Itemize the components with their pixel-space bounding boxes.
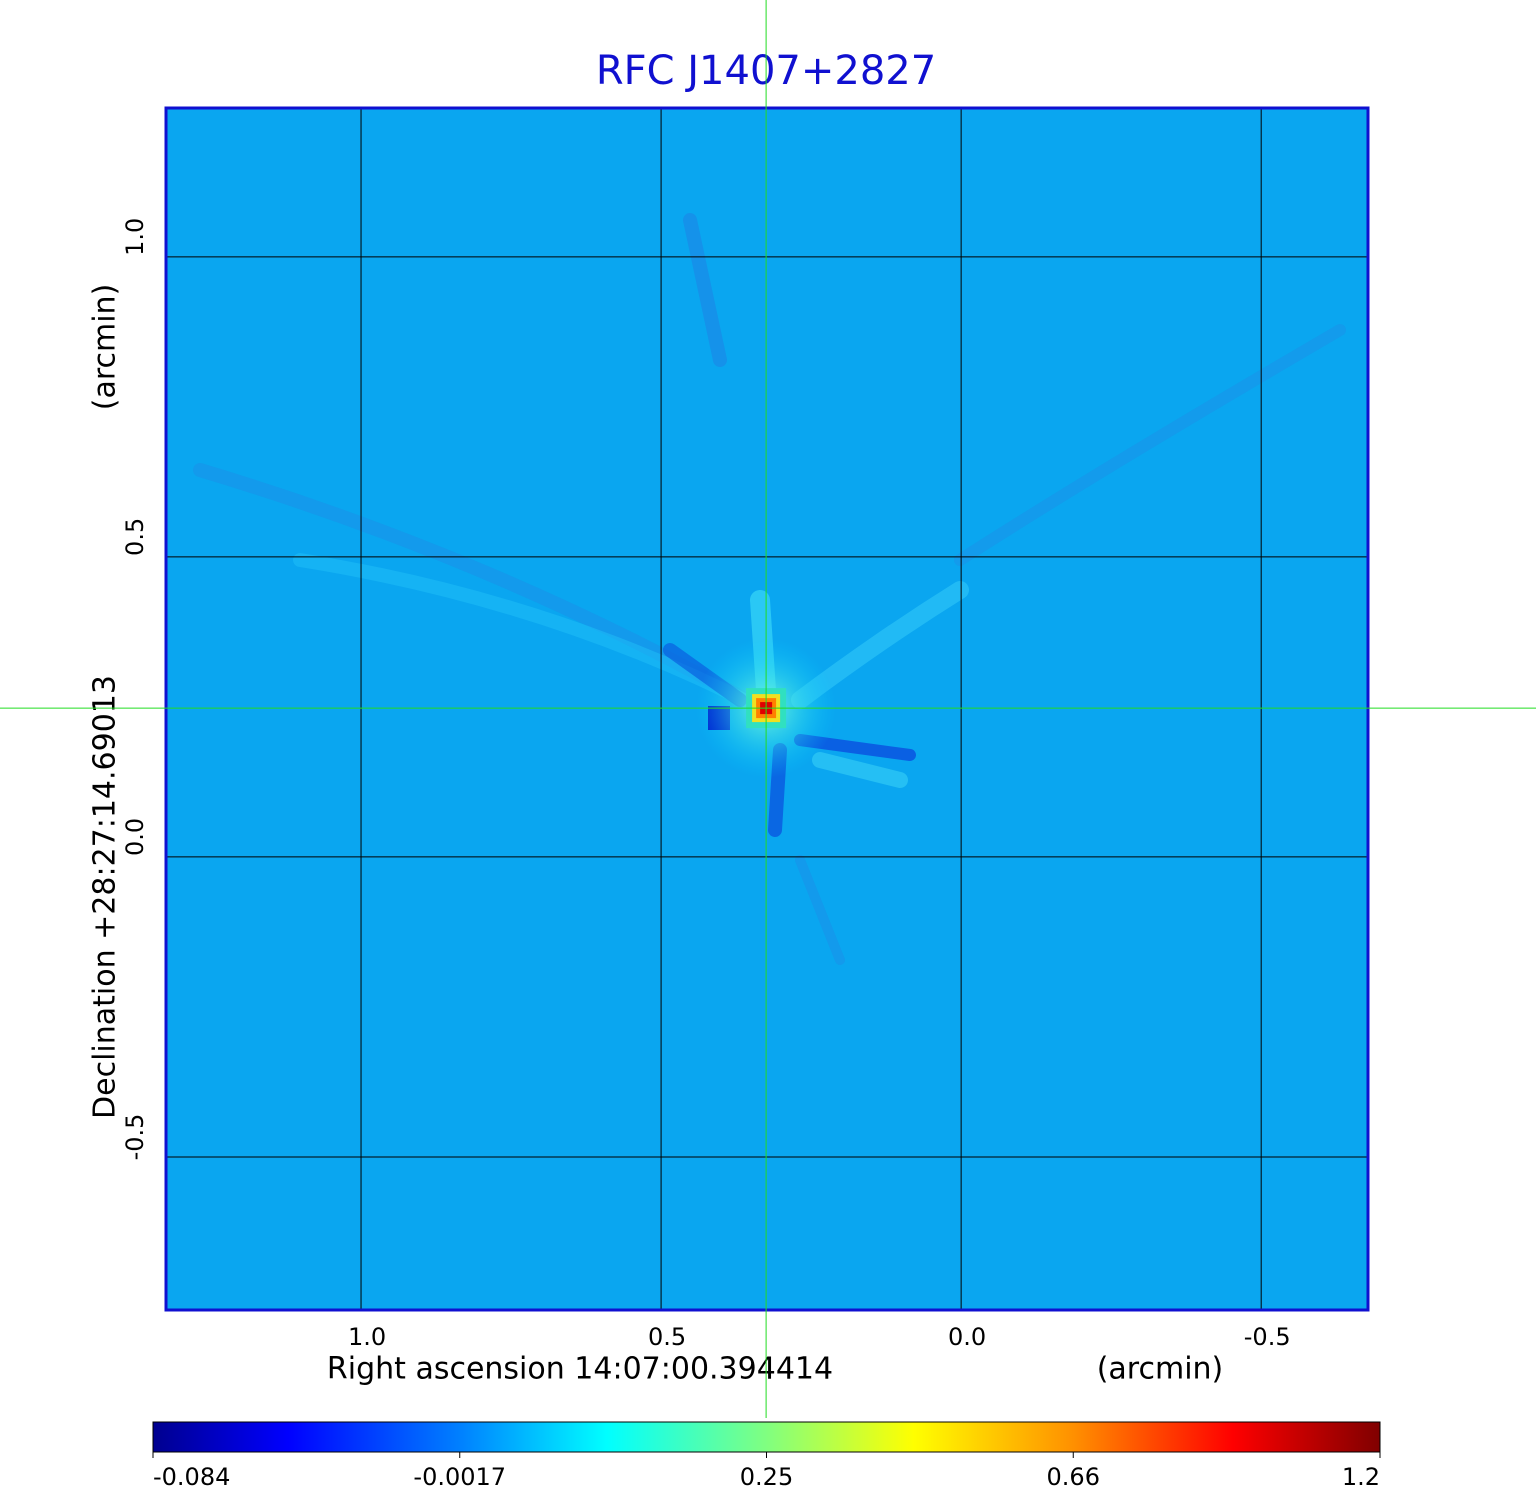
y-axis-unit: (arcmin): [88, 284, 123, 411]
plot-frame: [164, 106, 1370, 1312]
colorbar-tick-label: 0.25: [740, 1463, 793, 1491]
x-tick-label: 1.0: [348, 1323, 386, 1351]
y-tick-label: 1.0: [121, 218, 149, 256]
colorbar: [152, 1421, 1381, 1453]
y-axis-label: Declination +28:27:14.69013: [88, 675, 123, 1119]
x-axis-unit: (arcmin): [1097, 1352, 1224, 1387]
colorbar-tick-label: -0.084: [153, 1463, 230, 1491]
colorbar-tick-label: 1.2: [1342, 1463, 1380, 1491]
x-axis-label: Right ascension 14:07:00.394414: [327, 1352, 833, 1387]
x-tick-label: 0.5: [648, 1323, 686, 1351]
y-tick-label: -0.5: [121, 1114, 149, 1161]
y-tick-label: 0.5: [121, 518, 149, 556]
image-texture: [193, 213, 1346, 965]
grid: [166, 108, 1368, 1310]
y-tick-label: 0.0: [121, 818, 149, 856]
x-tick-label: 0.0: [948, 1323, 986, 1351]
colorbar-tick-label: 0.66: [1047, 1463, 1100, 1491]
colorbar-tick-label: -0.0017: [413, 1463, 506, 1491]
x-tick-label: -0.5: [1244, 1323, 1291, 1351]
